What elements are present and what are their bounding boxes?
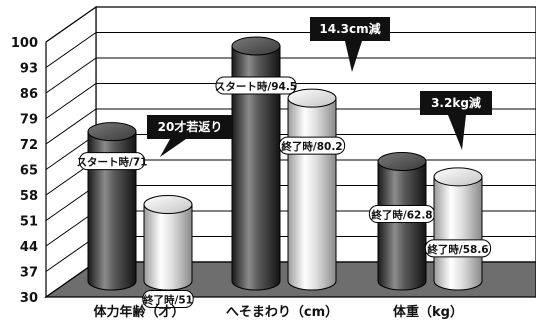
data-label: スタート時/94.5 [215, 80, 297, 93]
y-tick-label: 93 [20, 62, 38, 77]
y-tick-label: 86 [20, 87, 38, 102]
y-tick-label: 65 [20, 164, 38, 179]
bar-top [377, 152, 427, 172]
x-category-label: へそまわり（cm） [226, 304, 338, 320]
callout-text: 20才若返り [158, 119, 223, 134]
callout-box [310, 17, 390, 41]
y-axis: 30 37 44 51 58 65 72 79 86 93 100 [11, 36, 38, 306]
callout: 20才若返り [147, 115, 233, 157]
gridline-side [45, 6, 97, 43]
bar-top [433, 167, 483, 187]
bar-body [231, 45, 281, 291]
callouts: 20才若返り 14.3cm減 3.2kg減 [147, 17, 492, 157]
x-axis: 体力年齢（才） へそまわり（cm） 体重（kg） [93, 304, 462, 320]
data-label-box [215, 76, 297, 95]
callout-text: 3.2kg減 [431, 95, 481, 110]
bar-top [143, 195, 193, 214]
callout-pointer [345, 41, 362, 72]
callout-pointer [160, 139, 186, 157]
y-tick-label: 30 [20, 291, 38, 306]
y-tick-label: 58 [20, 189, 38, 204]
gridline-side [45, 83, 97, 119]
data-label-box [424, 239, 492, 258]
bar-end: 終了時/51 [142, 195, 194, 308]
bar-body [87, 131, 137, 291]
bar-end: 終了時/80.2 [278, 88, 346, 291]
data-label-box [78, 152, 146, 171]
bar-top [287, 88, 337, 108]
bar-body [377, 161, 427, 291]
x-category-label: 体力年齢（才） [93, 304, 184, 320]
callout-pointer [448, 115, 466, 150]
y-tick-label: 100 [11, 36, 38, 51]
data-label: 終了時/62.8 [371, 209, 432, 222]
callout-text: 14.3cm減 [319, 21, 380, 36]
bar-body [433, 176, 483, 291]
callout-box [147, 115, 233, 139]
bar-start: スタート時/94.5 [215, 36, 297, 291]
bar-body [287, 97, 337, 291]
y-tick-label: 51 [20, 215, 38, 230]
bar-top [231, 36, 281, 56]
data-label: 終了時/51 [143, 294, 193, 307]
bar-top [87, 122, 137, 142]
y-tick-label: 37 [20, 266, 38, 281]
y-tick-label: 44 [20, 240, 38, 255]
gridline-side [45, 108, 97, 145]
callout-box [420, 91, 492, 115]
gridline-side [45, 57, 97, 94]
callout: 14.3cm減 [310, 17, 390, 72]
y-tick-label: 79 [20, 113, 38, 128]
data-label: 終了時/80.2 [281, 140, 342, 153]
bar-body [143, 204, 193, 291]
data-label-box [142, 290, 194, 308]
bars: スタート時/71 終了時/51 スタート時/94.5 終了時/80.2 終了時/62.8… [77, 36, 492, 308]
bar-start: 終了時/62.8 [368, 152, 436, 291]
data-label: スタート時/71 [77, 156, 148, 169]
data-label: 終了時/58.6 [427, 243, 488, 256]
data-label-box [278, 136, 346, 155]
bar-end: 終了時/58.6 [424, 167, 492, 291]
callout: 3.2kg減 [420, 91, 492, 150]
gridline-side [45, 32, 97, 68]
bar-start: スタート時/71 [77, 122, 148, 291]
y-tick-label: 72 [20, 138, 38, 153]
x-category-label: 体重（kg） [393, 304, 463, 320]
